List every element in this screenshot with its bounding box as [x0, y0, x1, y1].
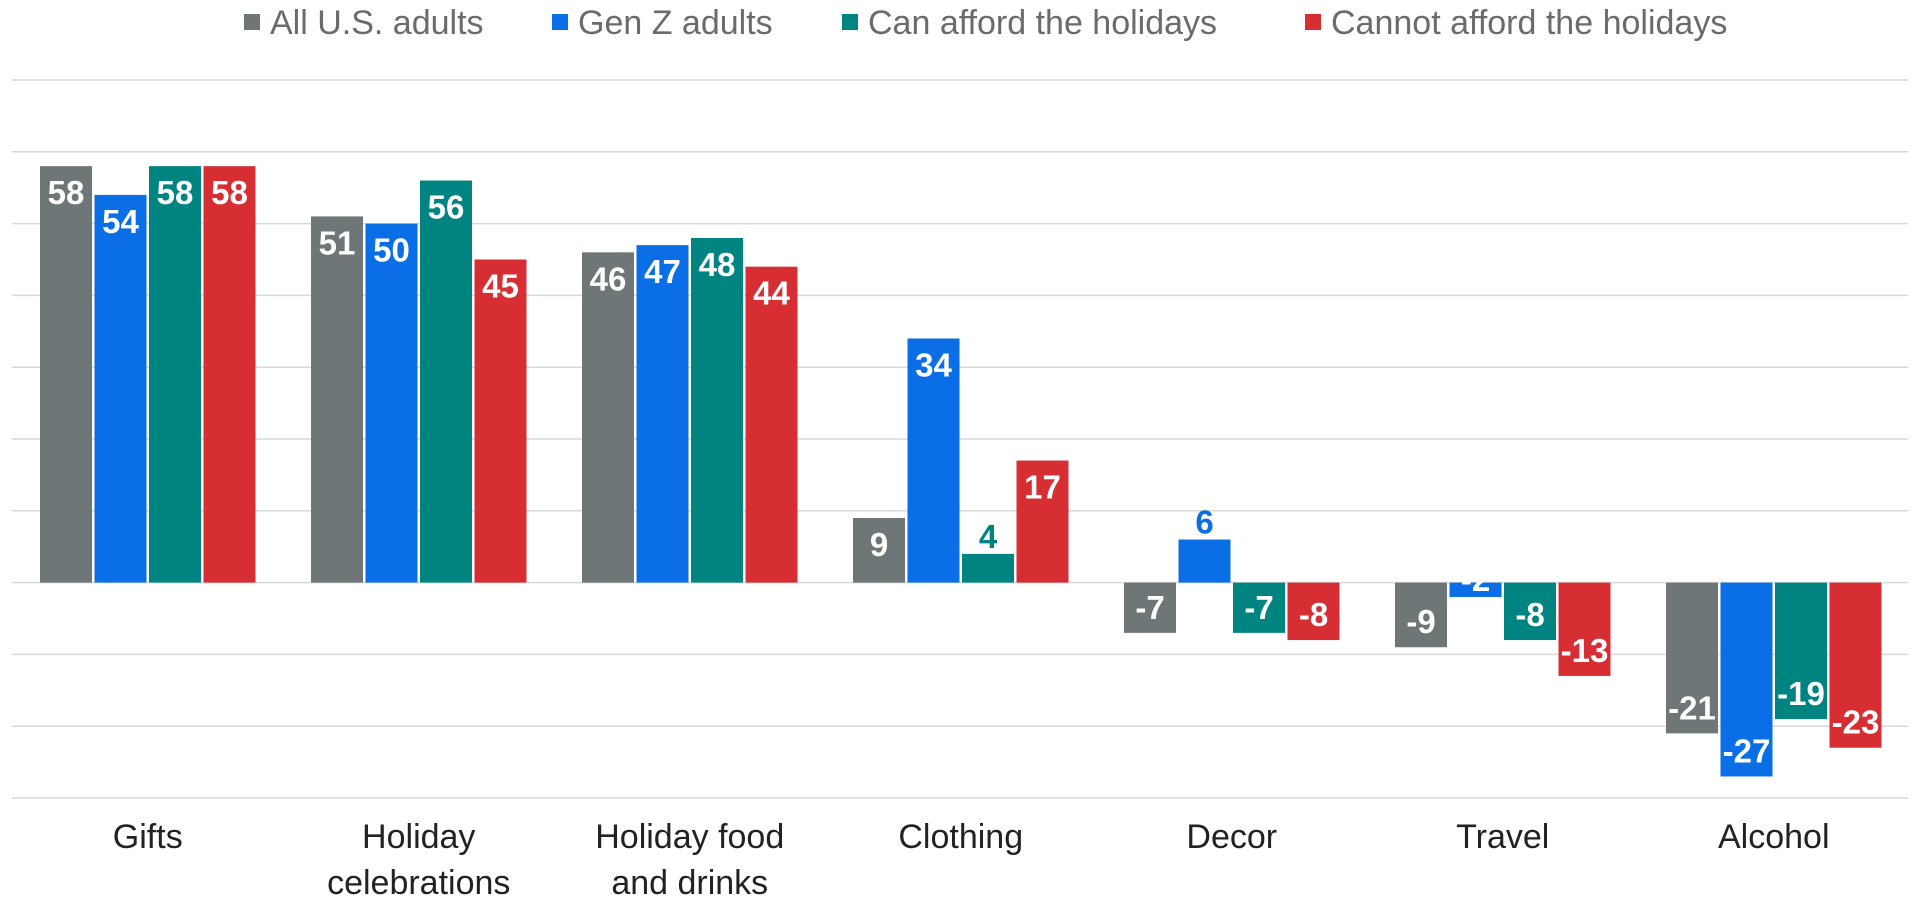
bar [636, 245, 689, 583]
bar [1395, 582, 1447, 648]
category-label: Holiday food and drinks [595, 818, 784, 902]
data-label: -21 [1668, 689, 1716, 726]
data-label: 44 [753, 275, 790, 312]
bar [149, 166, 201, 583]
category-label: Travel [1456, 818, 1549, 856]
bar [1666, 582, 1718, 734]
bar [1829, 582, 1882, 748]
category-label: Decor [1186, 818, 1277, 856]
data-label: 48 [699, 246, 736, 283]
legend-swatch [842, 14, 858, 30]
bar [1504, 582, 1556, 641]
bar [365, 223, 418, 583]
legend-label: Can afford the holidays [868, 4, 1217, 42]
bar [420, 180, 472, 583]
data-label: 46 [590, 260, 627, 297]
data-label: 56 [428, 189, 465, 226]
data-label: 4 [979, 518, 998, 555]
category-label: Alcohol [1718, 818, 1830, 856]
data-label: -23 [1832, 704, 1880, 741]
bar [311, 216, 363, 583]
data-label: -7 [1135, 589, 1164, 626]
bar [203, 166, 256, 583]
legend-label: Gen Z adults [578, 4, 773, 42]
bar [94, 194, 147, 583]
bar [1287, 582, 1340, 641]
bar [1178, 539, 1231, 583]
data-label: 54 [102, 203, 139, 240]
legend-swatch [244, 14, 260, 30]
data-label: -9 [1406, 603, 1435, 640]
data-label: -2 [1461, 561, 1490, 598]
data-label: -13 [1561, 632, 1609, 669]
category-label: Clothing [898, 818, 1023, 856]
bar [1124, 582, 1176, 633]
bar [745, 266, 798, 583]
category-label: Gifts [113, 818, 183, 856]
bar [1775, 582, 1827, 720]
data-label: 50 [373, 232, 410, 269]
data-label: 47 [644, 253, 681, 290]
legend-swatch [552, 14, 568, 30]
data-label: 9 [870, 526, 888, 563]
data-label: 58 [211, 174, 248, 211]
category-label: Holiday celebrations [327, 818, 510, 902]
data-label: -7 [1244, 589, 1273, 626]
legend-label: All U.S. adults [270, 4, 484, 42]
data-label: 17 [1024, 469, 1061, 506]
bar [1449, 582, 1502, 597]
bar [1233, 582, 1285, 633]
data-label: -19 [1777, 675, 1825, 712]
data-label: -8 [1515, 596, 1544, 633]
bar [474, 259, 527, 583]
bar [40, 166, 92, 583]
data-label: 58 [48, 174, 85, 211]
data-label: -27 [1723, 732, 1771, 769]
bar [1558, 582, 1611, 676]
bar [691, 237, 743, 583]
bar [853, 517, 905, 583]
legend-label: Cannot afford the holidays [1331, 4, 1727, 42]
data-label: 45 [482, 268, 519, 305]
bar [1720, 582, 1773, 777]
bar [1016, 460, 1069, 583]
data-label: 51 [319, 224, 356, 261]
bar [962, 553, 1014, 583]
data-label: -8 [1299, 596, 1328, 633]
data-label: 58 [157, 174, 194, 211]
bar [582, 252, 634, 583]
bar [907, 338, 960, 583]
data-label: 34 [915, 346, 952, 383]
legend-swatch [1305, 14, 1321, 30]
data-label: 6 [1195, 504, 1213, 541]
